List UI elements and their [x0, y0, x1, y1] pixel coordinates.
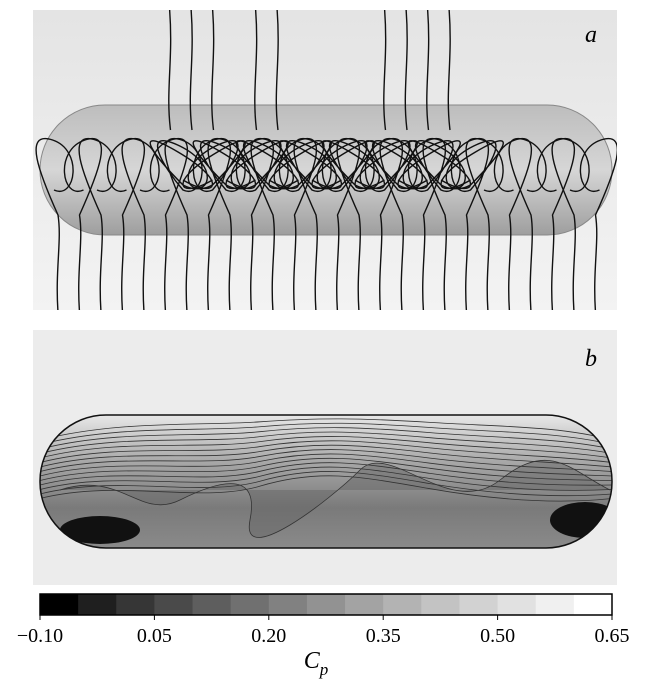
- colorbar-band: [383, 594, 422, 615]
- colorbar-band: [154, 594, 193, 615]
- figure: a b −0.10 0.05 0.20 0.35 0.50 0.65 Cp: [0, 0, 650, 682]
- label-sub: p: [319, 660, 329, 679]
- colorbar-band: [459, 594, 498, 615]
- colorbar-band: [116, 594, 155, 615]
- colorbar-band: [345, 594, 384, 615]
- colorbar-band: [536, 594, 575, 615]
- colorbar-band: [421, 594, 460, 615]
- colorbar-band: [269, 594, 308, 615]
- colorbar-band: [231, 594, 270, 615]
- tick-label: 0.35: [366, 625, 401, 647]
- tick-label: 0.20: [251, 625, 286, 647]
- tick-label: 0.65: [595, 625, 630, 647]
- colorbar-label: Cp: [304, 648, 329, 679]
- colorbar-band: [193, 594, 232, 615]
- label-main: C: [304, 648, 321, 674]
- colorbar-band: [498, 594, 537, 615]
- colorbar-band: [78, 594, 117, 615]
- panel-label: b: [585, 346, 597, 372]
- colorbar: −0.10 0.05 0.20 0.35 0.50 0.65: [17, 594, 630, 647]
- panel-label: a: [585, 22, 597, 48]
- colorbar-band: [307, 594, 346, 615]
- tick-label: 0.05: [137, 625, 172, 647]
- colorbar-band: [574, 594, 613, 615]
- tick-label: 0.50: [480, 625, 515, 647]
- tick-label: −0.10: [17, 625, 63, 647]
- colorbar-band: [40, 594, 79, 615]
